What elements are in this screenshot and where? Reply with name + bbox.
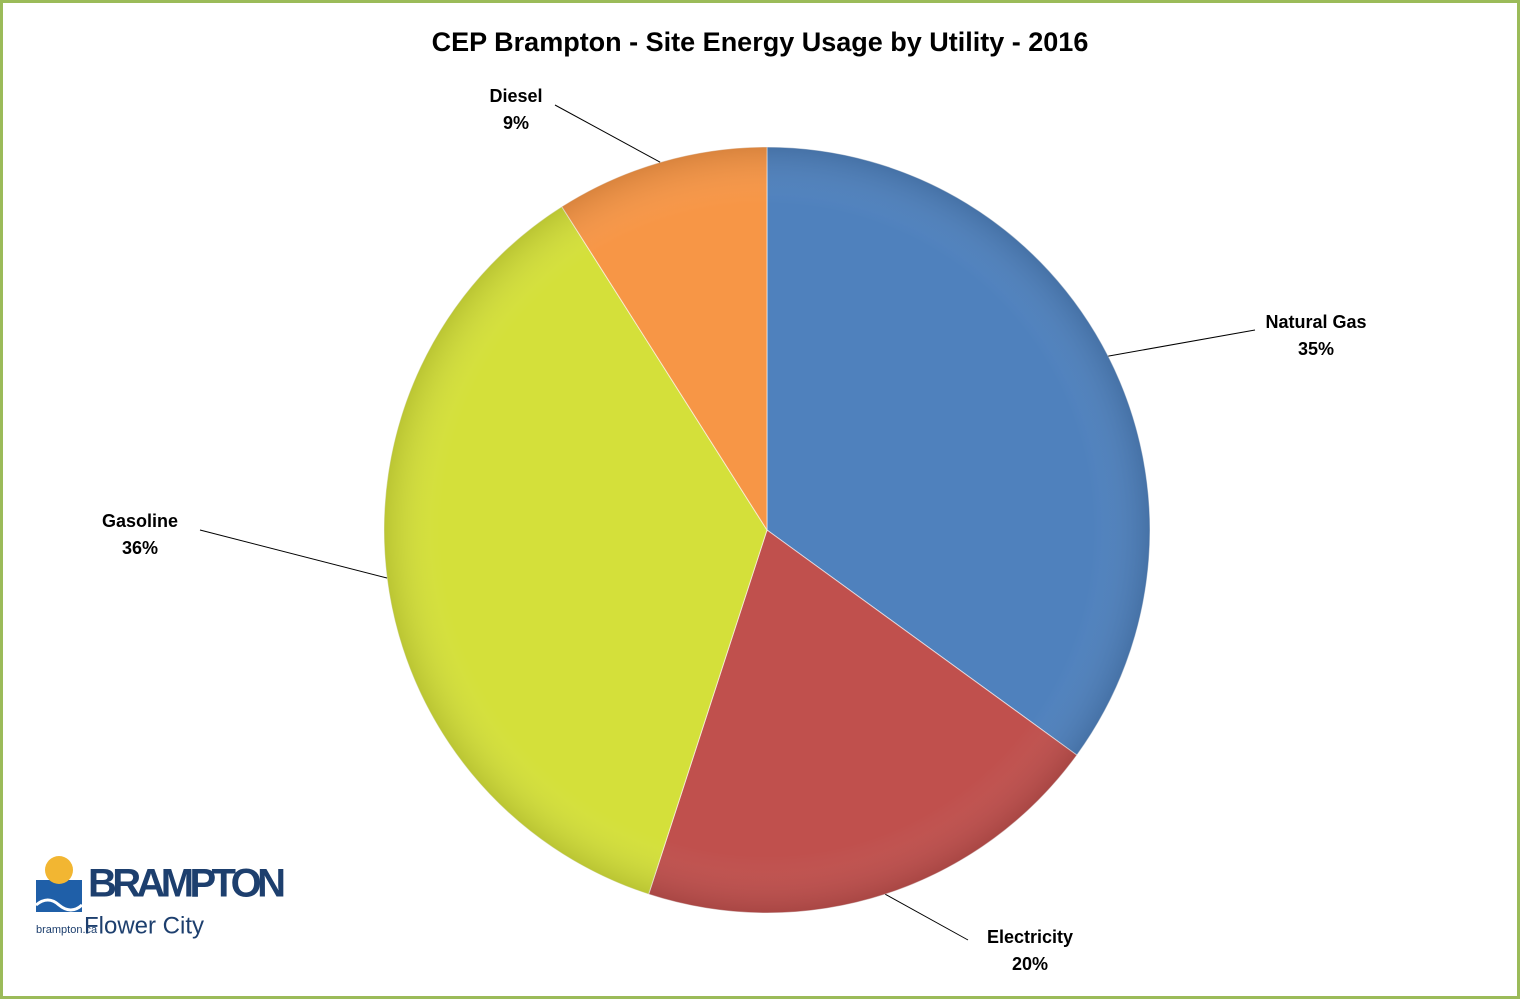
category-label: Natural Gas	[1265, 312, 1366, 332]
leader-line	[199, 529, 388, 579]
value-label: 35%	[1298, 339, 1334, 359]
chart-title: CEP Brampton - Site Energy Usage by Util…	[432, 27, 1089, 57]
logo-tagline: Flower City	[84, 912, 204, 939]
leader-line	[1108, 329, 1256, 357]
logo-url: brampton.ca	[36, 924, 98, 936]
logo-icon	[35, 898, 84, 912]
value-label: 20%	[1012, 954, 1048, 974]
category-label: Diesel	[489, 86, 542, 106]
leader-line	[554, 104, 661, 163]
labels: Natural Gas 35% Electricity 20% Gasoline 36% D…	[102, 86, 1367, 974]
pie	[383, 146, 1151, 914]
category-label: Electricity	[987, 927, 1073, 947]
value-label: 36%	[122, 538, 158, 558]
category-label: Gasoline	[102, 511, 178, 531]
leader-line	[885, 893, 969, 941]
logo-icon	[45, 856, 73, 884]
logo-icon	[36, 880, 82, 912]
logo-name: BRAMPTON	[88, 862, 286, 906]
logo: BRAMPTON Flower City brampton.ca	[35, 856, 286, 939]
value-label: 9%	[503, 113, 529, 133]
